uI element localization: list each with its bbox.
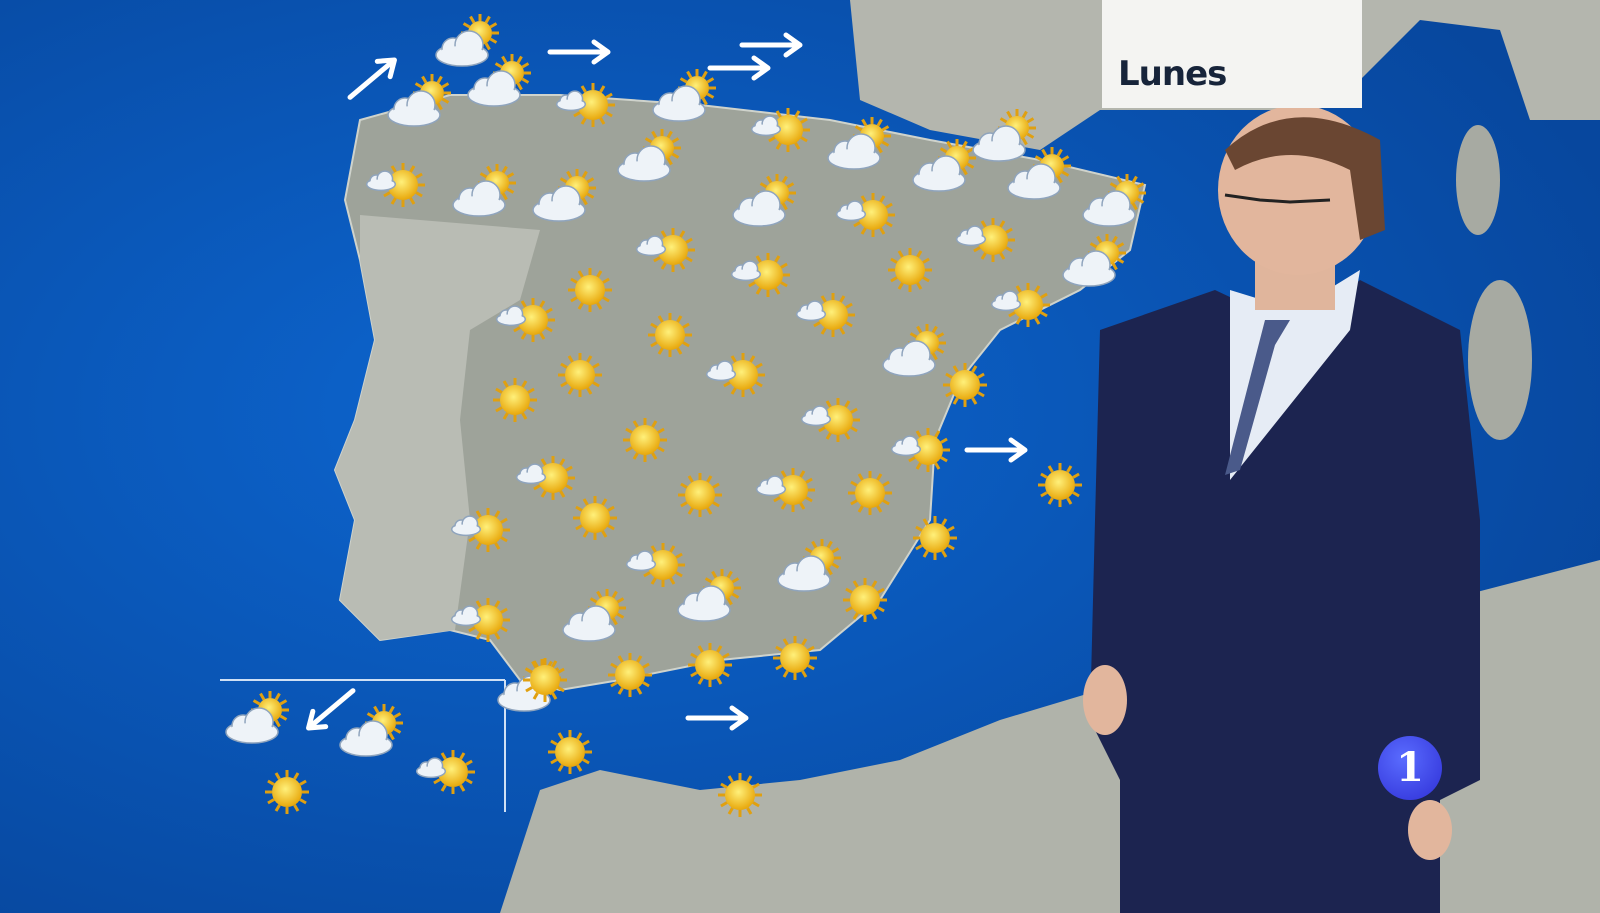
arrow-southwest-icon bbox=[306, 688, 356, 731]
cloud-icon bbox=[467, 54, 531, 107]
sun-icon bbox=[623, 418, 667, 462]
cloud-icon bbox=[532, 169, 596, 222]
cloud-icon bbox=[562, 589, 626, 642]
sun-cloud-icon bbox=[835, 193, 895, 237]
cloud-icon bbox=[827, 117, 891, 170]
sun-cloud-icon bbox=[800, 398, 860, 442]
sun-cloud-icon bbox=[625, 543, 685, 587]
cloud-icon bbox=[1007, 147, 1071, 200]
sun-icon bbox=[493, 378, 537, 422]
cloud-icon bbox=[225, 691, 289, 744]
sun-cloud-icon bbox=[450, 598, 510, 642]
sun-icon bbox=[648, 313, 692, 357]
cloud-icon bbox=[1062, 234, 1126, 287]
sun-icon bbox=[888, 248, 932, 292]
arrow-east-icon bbox=[739, 32, 803, 58]
sun-icon bbox=[573, 496, 617, 540]
sun-icon bbox=[568, 268, 612, 312]
sun-cloud-icon bbox=[515, 456, 575, 500]
cloud-icon bbox=[882, 324, 946, 377]
sun-cloud-icon bbox=[955, 218, 1015, 262]
arrow-northeast-icon bbox=[347, 57, 397, 100]
sun-icon bbox=[773, 636, 817, 680]
sun-icon bbox=[688, 643, 732, 687]
sun-icon bbox=[843, 578, 887, 622]
sun-icon bbox=[548, 730, 592, 774]
arrow-east-icon bbox=[707, 55, 771, 81]
sun-cloud-icon bbox=[365, 163, 425, 207]
sun-icon bbox=[678, 473, 722, 517]
land-corsica bbox=[1456, 125, 1500, 235]
cloud-icon bbox=[912, 139, 976, 192]
arrow-east-icon bbox=[547, 39, 611, 65]
sun-icon bbox=[943, 363, 987, 407]
land-portugal bbox=[335, 215, 540, 640]
cloud-icon bbox=[452, 164, 516, 217]
arrow-east-icon bbox=[685, 705, 749, 731]
day-label: Lunes bbox=[1118, 54, 1227, 94]
sun-icon bbox=[265, 770, 309, 814]
cloud-icon bbox=[732, 174, 796, 227]
sun-cloud-icon bbox=[555, 83, 615, 127]
cloud-icon bbox=[777, 539, 841, 592]
sun-icon bbox=[1038, 463, 1082, 507]
land-sardinia bbox=[1468, 280, 1532, 440]
sun-icon bbox=[558, 353, 602, 397]
channel-logo: 1 bbox=[1378, 736, 1442, 800]
sun-cloud-icon bbox=[795, 293, 855, 337]
sun-cloud-icon bbox=[705, 353, 765, 397]
cloud-icon bbox=[435, 14, 499, 67]
sun-icon bbox=[523, 658, 567, 702]
day-label-panel: Lunes bbox=[1102, 0, 1362, 108]
sun-icon bbox=[718, 773, 762, 817]
sun-icon bbox=[913, 516, 957, 560]
sun-cloud-icon bbox=[750, 108, 810, 152]
sun-cloud-icon bbox=[890, 428, 950, 472]
sun-cloud-icon bbox=[755, 468, 815, 512]
cloud-icon bbox=[677, 569, 741, 622]
cloud-icon bbox=[1082, 174, 1146, 227]
cloud-icon bbox=[972, 109, 1036, 162]
sun-cloud-icon bbox=[450, 508, 510, 552]
sun-cloud-icon bbox=[635, 228, 695, 272]
sun-cloud-icon bbox=[495, 298, 555, 342]
sun-icon bbox=[608, 653, 652, 697]
sun-cloud-icon bbox=[990, 283, 1050, 327]
cloud-icon bbox=[652, 69, 716, 122]
sun-cloud-icon bbox=[730, 253, 790, 297]
arrow-east-icon bbox=[964, 437, 1028, 463]
cloud-icon bbox=[339, 704, 403, 757]
cloud-icon bbox=[617, 129, 681, 182]
sun-icon bbox=[848, 471, 892, 515]
sun-cloud-icon bbox=[415, 750, 475, 794]
cloud-icon bbox=[387, 74, 451, 127]
